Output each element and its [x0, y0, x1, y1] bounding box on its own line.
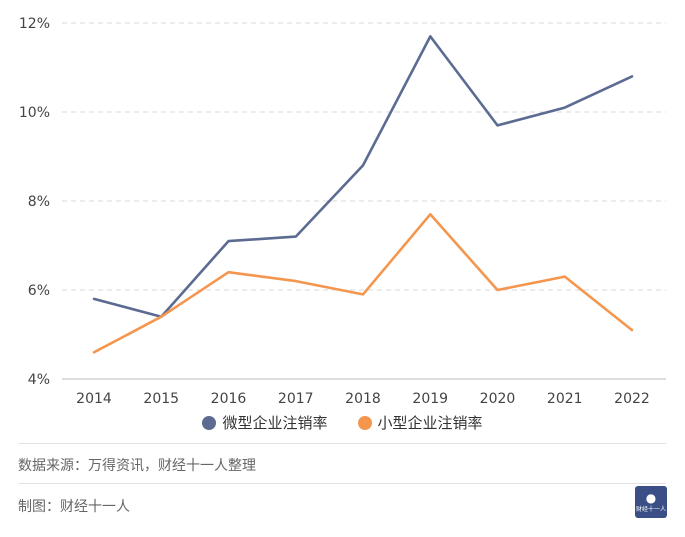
y-tick-label: 4%	[28, 372, 50, 388]
x-tick-label: 2020	[480, 391, 516, 407]
series-line-1	[92, 213, 634, 354]
legend-item-small: 小型企业注销率	[357, 412, 483, 433]
gridlines	[62, 22, 666, 380]
x-tick-label: 2015	[143, 391, 179, 407]
logo-text: 财经十一人	[635, 505, 666, 513]
legend-label-micro: 微型企业注销率	[222, 414, 328, 432]
legend-marker-micro	[202, 415, 217, 430]
line-chart: 4% 6% 8% 10% 12% 2014 2015 2016 2017 2018 2019 202…	[19, 16, 666, 407]
divider-bottom	[18, 483, 666, 484]
data-source: 数据来源：万得资讯，财经十一人整理	[18, 458, 256, 474]
x-tick-label: 2021	[547, 391, 583, 407]
divider-top	[18, 443, 666, 444]
legend-label-small: 小型企业注销率	[377, 414, 483, 432]
series-line-0	[92, 35, 634, 319]
x-tick-label: 2017	[278, 391, 314, 407]
x-tick-label: 2016	[211, 391, 247, 407]
x-tick-label: 2014	[76, 391, 112, 407]
x-tick-label: 2022	[614, 391, 650, 407]
y-tick-label: 8%	[28, 194, 50, 210]
legend-item-micro: 微型企业注销率	[202, 412, 328, 433]
y-tick-label: 12%	[19, 16, 50, 32]
legend-marker-small	[357, 415, 372, 430]
legend: 微型企业注销率 小型企业注销率	[0, 412, 685, 433]
y-tick-label: 6%	[28, 283, 50, 299]
brand-logo: ● 财经十一人	[635, 486, 667, 518]
y-tick-label: 10%	[19, 105, 50, 121]
chart-maker: 制图：财经十一人	[18, 499, 130, 515]
y-axis-ticks: 4% 6% 8% 10% 12%	[19, 16, 50, 388]
x-axis-ticks: 2014 2015 2016 2017 2018 2019 2020 2021 2022	[76, 391, 650, 407]
x-tick-label: 2018	[345, 391, 381, 407]
series-lines	[92, 35, 634, 354]
globe-icon: ●	[645, 490, 657, 505]
x-tick-label: 2019	[412, 391, 448, 407]
